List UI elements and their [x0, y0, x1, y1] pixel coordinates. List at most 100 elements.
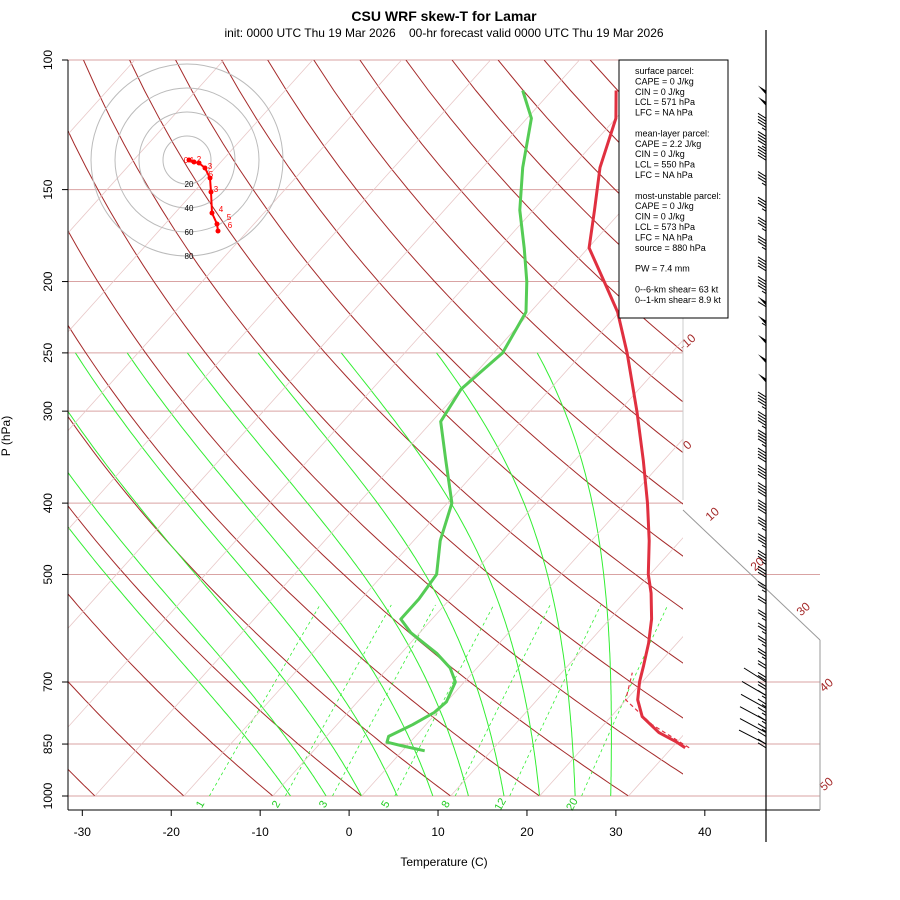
wind-barb-half [761, 728, 767, 733]
wind-barb-full [757, 470, 767, 477]
dry-adiabat [68, 324, 541, 796]
wind-barb-half [761, 127, 767, 131]
wind-barb-half [761, 617, 767, 622]
wind-barb-full [757, 635, 767, 642]
info-box-line: CIN = 0 J/kg [635, 149, 685, 159]
moist-adiabat [257, 352, 505, 796]
wind-barb-half [761, 695, 767, 699]
wind-barb-full [757, 121, 767, 128]
wind-barb-half [761, 561, 767, 565]
wind-barb-half [761, 145, 767, 149]
moist-adiabat [340, 352, 541, 796]
dry-adiabat [267, 60, 683, 505]
isotherm-line [183, 240, 683, 796]
wind-barb [757, 391, 767, 410]
wind-barb-half [761, 246, 767, 251]
dry-adiabat [359, 60, 683, 403]
wind-barb-full [757, 276, 767, 282]
info-box-line: most-unstable parcel: [635, 191, 721, 201]
dry-adiabat [68, 415, 452, 796]
isotherm-label: 10 [703, 504, 723, 524]
wind-barb-full [757, 555, 767, 562]
info-box-line: CAPE = 0 J/kg [635, 201, 694, 211]
info-box-line: 0--1-km shear= 8.9 kt [635, 295, 721, 305]
info-box-line: CIN = 0 J/kg [635, 212, 685, 222]
wind-barb-full [757, 279, 767, 285]
wind-barb-full [757, 671, 767, 678]
mixing-ratio-line [509, 604, 602, 796]
wind-barb-full [757, 438, 767, 445]
moist-adiabat [126, 352, 434, 796]
wind-barb-full [757, 508, 767, 515]
wind-barb-full [757, 199, 767, 206]
mixing-ratio-label: 8 [439, 799, 452, 810]
wind-barb-full [757, 583, 767, 590]
wind-barb-half [761, 527, 767, 532]
wind-barb [757, 698, 767, 708]
dry-adiabat [68, 768, 96, 796]
wind-barb-full [757, 609, 767, 616]
isotherm-line [68, 60, 136, 135]
wind-barb-full [757, 262, 767, 269]
moist-adiabat [536, 352, 612, 796]
dry-adiabat [221, 60, 683, 557]
isobar-lines [68, 59, 820, 797]
wind-barb [757, 145, 767, 161]
wind-barb [757, 533, 767, 549]
x-tick-label: 20 [520, 825, 534, 839]
info-box-line: PW = 7.4 mm [635, 264, 690, 274]
isotherm-label: 0 [680, 437, 695, 452]
temperature-profile [587, 90, 687, 750]
wind-barb-flag [758, 334, 766, 344]
hodograph-point [196, 160, 202, 166]
wind-barb-full [757, 265, 767, 272]
wind-barb-full [757, 625, 767, 632]
isotherm-label: 30 [794, 599, 814, 619]
y-axis-ticks: 100 150 200 250 300 400 500 700 850 1000 [41, 50, 68, 809]
wind-barb-full [757, 417, 767, 423]
moist-adiabat [436, 352, 576, 796]
wind-barb-shaft [738, 729, 767, 745]
wind-barb-full [757, 536, 767, 543]
wind-barb-full [757, 612, 767, 619]
wind-barb [757, 196, 767, 212]
wind-barb-full [757, 453, 767, 460]
isotherm-line [450, 537, 683, 796]
x-tick-label: 10 [431, 825, 445, 839]
wind-barb [757, 296, 767, 308]
wind-barb-full [757, 435, 767, 442]
hodograph-point [186, 157, 192, 163]
info-box-line: LCL = 571 hPa [635, 97, 695, 107]
hodograph-point-label: 6 [228, 221, 233, 230]
moist-adiabat [68, 526, 291, 796]
info-box [618, 59, 729, 319]
wind-barbs [738, 85, 767, 749]
hodograph-point-label: 2 [197, 155, 202, 164]
wind-barb [757, 429, 767, 448]
dry-adiabat [68, 129, 683, 775]
y-tick-label: 1000 [41, 782, 55, 809]
wind-barb [758, 373, 766, 383]
moist-adiabat [74, 352, 398, 796]
wind-barb-full [757, 622, 767, 629]
wind-barb-flag [758, 96, 766, 106]
wind-barb-full [757, 467, 767, 474]
wind-barb [757, 731, 767, 737]
wind-barb [757, 565, 767, 578]
wind-barb-half [761, 630, 767, 635]
dry-adiabats [68, 60, 683, 796]
wind-barb-full [757, 285, 767, 291]
wind-barb-full [757, 571, 767, 578]
wind-barb-full [757, 491, 767, 497]
wind-barb [757, 256, 767, 272]
wind-barb-full [757, 394, 767, 401]
info-box-line: mean-layer parcel: [635, 128, 710, 138]
wind-barb [757, 635, 767, 648]
wind-barb-full [757, 565, 767, 572]
mixing-ratio-line [394, 604, 495, 796]
wind-barb [757, 112, 767, 131]
wind-barb [757, 216, 767, 232]
mixing-ratio-lines [209, 604, 669, 796]
dry-adiabat [313, 60, 683, 454]
isotherm-line [68, 60, 225, 234]
